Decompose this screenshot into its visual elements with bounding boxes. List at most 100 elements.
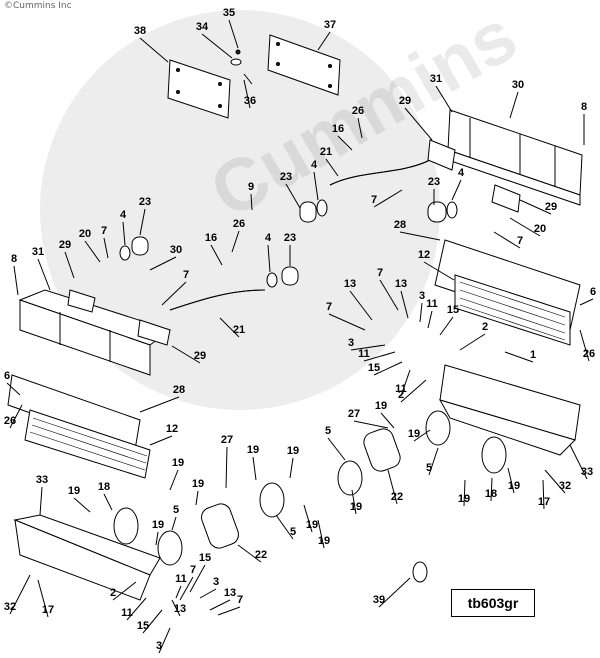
callout-number: 3 (348, 337, 354, 349)
callout-number: 21 (320, 146, 332, 158)
leader-line (357, 117, 363, 139)
leader-line (373, 189, 403, 208)
callout-number: 7 (190, 564, 196, 576)
leader-line (349, 290, 373, 321)
callout-number: 27 (221, 434, 233, 446)
leader-line (353, 420, 389, 429)
callout-number: 16 (205, 232, 217, 244)
callout-number: 19 (172, 457, 184, 469)
callout-number: 28 (394, 219, 406, 231)
housing-upper-right (447, 109, 583, 206)
callout-number: 35 (223, 7, 235, 19)
leader-line (73, 497, 91, 513)
callout-number: 29 (545, 201, 557, 213)
callout-13: 13 (344, 278, 373, 321)
callout-16: 16 (332, 123, 353, 151)
leader-line (219, 317, 240, 338)
flange-29-d (137, 319, 171, 346)
callout-11: 11 (358, 348, 396, 362)
leader-line (569, 444, 588, 480)
leader-line (225, 446, 228, 489)
leader-line (139, 208, 146, 236)
callout-7: 7 (371, 189, 403, 208)
leader-line (313, 171, 319, 201)
leader-line (158, 627, 171, 654)
callout-number: 23 (428, 176, 440, 188)
callout-number: 17 (42, 604, 54, 616)
callout-31: 31 (32, 246, 51, 291)
watermark (40, 10, 440, 410)
leader-line (544, 469, 566, 494)
callout-number: 7 (517, 235, 523, 247)
leader-line (351, 489, 357, 515)
sleeve-5-c (259, 482, 285, 518)
callout-19: 19 (303, 504, 318, 533)
callout-number: 29 (399, 95, 411, 107)
callout-number: 19 (408, 428, 420, 440)
clamp-4-d (266, 272, 278, 288)
callout-5: 5 (171, 504, 179, 531)
leader-line (126, 597, 147, 621)
callout-number: 11 (175, 573, 187, 585)
callout-19: 19 (247, 444, 259, 481)
leader-line (39, 486, 43, 516)
callout-number: 1 (530, 349, 536, 361)
callout-number: 11 (358, 348, 370, 360)
leader-line (378, 577, 411, 608)
callout-number: 19 (192, 478, 204, 490)
callout-26: 26 (352, 105, 364, 139)
callout-4: 4 (265, 232, 272, 273)
leader-line (6, 382, 21, 396)
callout-30: 30 (509, 79, 524, 119)
callout-23: 23 (280, 171, 301, 209)
callout-19: 19 (169, 457, 184, 491)
callout-7: 7 (101, 225, 109, 259)
leader-line (325, 158, 339, 177)
callout-23: 23 (284, 232, 296, 266)
callout-number: 6 (590, 286, 596, 298)
callout-38: 38 (134, 25, 169, 63)
leader-line (419, 302, 423, 323)
callout-11: 11 (175, 573, 187, 599)
leader-line (327, 437, 346, 461)
callout-21: 21 (320, 146, 339, 177)
callout-number: 13 (344, 278, 356, 290)
flange-29-b (491, 184, 521, 213)
leader-line (210, 244, 223, 266)
hose-18-right (481, 436, 507, 474)
leader-line (435, 85, 453, 113)
callout-number: 4 (120, 209, 127, 221)
callout-6: 6 (4, 370, 21, 396)
leader-line (189, 564, 206, 593)
leader-line (373, 361, 403, 376)
callout-13: 13 (171, 599, 186, 617)
callout-39: 39 (373, 577, 411, 608)
callout-number: 26 (4, 415, 16, 427)
leader-line (289, 457, 294, 479)
leader-line (252, 456, 257, 481)
flange-29-a (427, 139, 456, 171)
leader-line (122, 221, 126, 246)
callout-28: 28 (394, 219, 441, 241)
callout-17: 17 (37, 579, 54, 618)
callout-number: 23 (139, 196, 151, 208)
callout-3: 3 (348, 337, 386, 351)
callout-number: 38 (134, 25, 146, 37)
callout-11: 11 (426, 298, 438, 329)
callout-33: 33 (36, 474, 48, 516)
elbow-23-c (131, 236, 149, 256)
copyright-notice: ©Cummins Inc (4, 1, 72, 11)
leader-line (139, 396, 180, 413)
callout-number: 20 (79, 228, 91, 240)
callout-number: 15 (368, 362, 380, 374)
leader-line (317, 519, 325, 549)
sleeve-5-a (425, 410, 451, 446)
sleeve-5-b (337, 460, 363, 496)
callout-number: 7 (371, 194, 377, 206)
leader-line (542, 479, 545, 510)
leader-line (463, 479, 466, 507)
callout-3: 3 (199, 576, 219, 599)
callout-number: 21 (233, 324, 245, 336)
callout-29: 29 (59, 239, 75, 279)
callout-number: 6 (4, 370, 10, 382)
